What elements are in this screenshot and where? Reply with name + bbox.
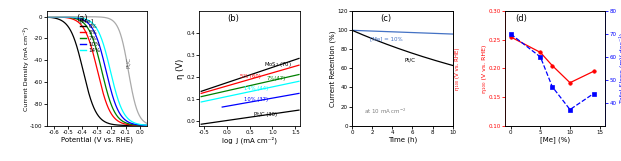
Y-axis label: Tafel Slope (mV dec⁻¹): Tafel Slope (mV dec⁻¹) bbox=[619, 33, 621, 104]
Text: 14% (44): 14% (44) bbox=[244, 86, 268, 91]
Text: at 10 mA cm$^{-2}$: at 10 mA cm$^{-2}$ bbox=[365, 107, 407, 116]
Text: (b): (b) bbox=[227, 14, 239, 23]
Text: (c): (c) bbox=[380, 14, 391, 23]
Text: 5% (60): 5% (60) bbox=[240, 74, 261, 79]
Y-axis label: η₁₀₀ (V vs. RHE): η₁₀₀ (V vs. RHE) bbox=[482, 44, 487, 93]
Legend: 0%, 5%, 7%, 10%, 14%: 0%, 5%, 7%, 10%, 14% bbox=[78, 16, 103, 55]
Text: (a): (a) bbox=[77, 14, 88, 23]
X-axis label: Time (h): Time (h) bbox=[388, 136, 417, 143]
X-axis label: [Me] (%): [Me] (%) bbox=[540, 136, 570, 143]
Text: 10% (37): 10% (37) bbox=[244, 97, 268, 102]
Text: MoS$_2$ (70): MoS$_2$ (70) bbox=[265, 60, 292, 69]
Y-axis label: Current Retention (%): Current Retention (%) bbox=[330, 30, 336, 107]
X-axis label: Potential (V vs. RHE): Potential (V vs. RHE) bbox=[61, 136, 133, 143]
Y-axis label: Current Density (mA cm⁻²): Current Density (mA cm⁻²) bbox=[22, 26, 29, 111]
Text: (d): (d) bbox=[515, 14, 527, 23]
Text: 7%(47): 7%(47) bbox=[267, 76, 286, 81]
Y-axis label: η₁₀₀ (V vs. RHE): η₁₀₀ (V vs. RHE) bbox=[455, 47, 460, 90]
Y-axis label: η (V): η (V) bbox=[176, 58, 185, 79]
X-axis label: log  J (mA cm⁻²): log J (mA cm⁻²) bbox=[222, 136, 277, 144]
Text: Pt/C (30): Pt/C (30) bbox=[254, 112, 278, 117]
Text: [Me] = 10%: [Me] = 10% bbox=[370, 36, 403, 41]
Text: Pt/C: Pt/C bbox=[404, 58, 415, 63]
Text: Pt/C: Pt/C bbox=[125, 57, 130, 68]
